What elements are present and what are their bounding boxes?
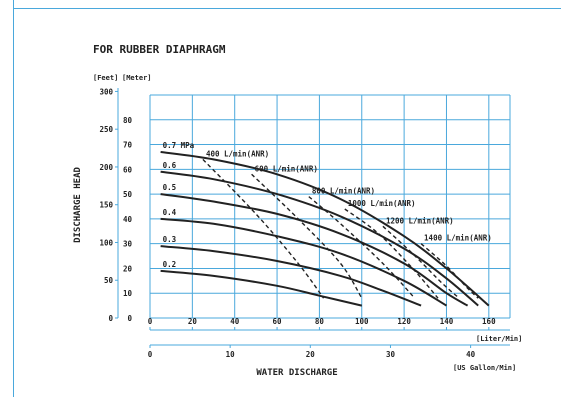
pressure-curve-label: 0.3 [163, 235, 177, 244]
air-consumption-label: 1400 L/min(ANR) [424, 234, 492, 243]
pressure-curve [160, 151, 490, 307]
feet-tick-label: 300 [99, 87, 113, 96]
air-consumption-label: 800 L/min(ANR) [312, 187, 375, 196]
feet-tick-label: 200 [99, 163, 113, 172]
y-axis-title: DISCHARGE HEAD [73, 166, 83, 242]
feet-tick-label: 150 [99, 201, 113, 210]
pressure-curve [160, 269, 363, 307]
meter-tick-label: 70 [123, 141, 133, 150]
chart-title: FOR RUBBER DIAPHRAGM [93, 43, 226, 56]
liter-tick-label: 80 [315, 317, 325, 326]
meter-tick-label: 40 [123, 215, 133, 224]
pressure-curve-label: 0.6 [163, 161, 177, 170]
meter-tick-label: 20 [123, 264, 133, 273]
air-consumption-curve [382, 225, 460, 299]
meter-tick-label: 0 [127, 314, 132, 323]
pressure-curve-label: 0.7 MPa [163, 141, 195, 150]
air-consumption-curve [344, 208, 439, 299]
gallon-tick-label: 40 [466, 350, 476, 359]
feet-tick-label: 0 [108, 314, 113, 323]
liter-tick-label: 140 [440, 317, 454, 326]
air-consumption-curve [251, 173, 363, 299]
liter-unit-label: [Liter/Min] [476, 335, 522, 343]
liter-tick-label: 40 [230, 317, 240, 326]
meter-tick-label: 80 [123, 116, 133, 125]
meter-tick-label: 60 [123, 165, 133, 174]
liter-tick-label: 60 [273, 317, 283, 326]
x-axis-title: WATER DISCHARGE [256, 368, 337, 378]
gallon-tick-label: 30 [386, 350, 396, 359]
liter-tick-label: 120 [397, 317, 411, 326]
liter-tick-label: 20 [188, 317, 198, 326]
meter-tick-label: 10 [123, 289, 133, 298]
feet-tick-label: 50 [104, 276, 114, 285]
air-consumption-label: 1000 L/min(ANR) [348, 199, 416, 208]
gallon-unit-label: [US Gallon/Min] [453, 364, 516, 372]
air-consumption-label: 600 L/min(ANR) [255, 164, 318, 173]
feet-tick-label: 250 [99, 125, 113, 134]
pressure-curve [160, 193, 469, 307]
pressure-curve [160, 245, 422, 307]
pressure-curve-label: 0.2 [163, 260, 177, 269]
meter-tick-label: 50 [123, 190, 133, 199]
gallon-tick-label: 20 [306, 350, 316, 359]
air-consumption-label: 1200 L/min(ANR) [386, 216, 454, 225]
feet-unit-label: [Feet] [93, 74, 118, 82]
meter-tick-label: 30 [123, 240, 133, 249]
liter-tick-label: 100 [355, 317, 369, 326]
pressure-curve-label: 0.4 [163, 208, 177, 217]
liter-tick-label: 0 [148, 317, 153, 326]
pressure-curve [160, 170, 479, 307]
pressure-curve [160, 217, 448, 307]
gallon-tick-label: 10 [226, 350, 236, 359]
gallon-tick-label: 0 [148, 350, 153, 359]
pressure-curve-label: 0.5 [163, 183, 177, 192]
air-consumption-label: 400 L/min(ANR) [206, 149, 269, 158]
meter-unit-label: [Meter] [122, 74, 152, 82]
feet-tick-label: 100 [99, 238, 113, 247]
air-consumption-curve [202, 158, 325, 299]
liter-tick-label: 160 [482, 317, 496, 326]
